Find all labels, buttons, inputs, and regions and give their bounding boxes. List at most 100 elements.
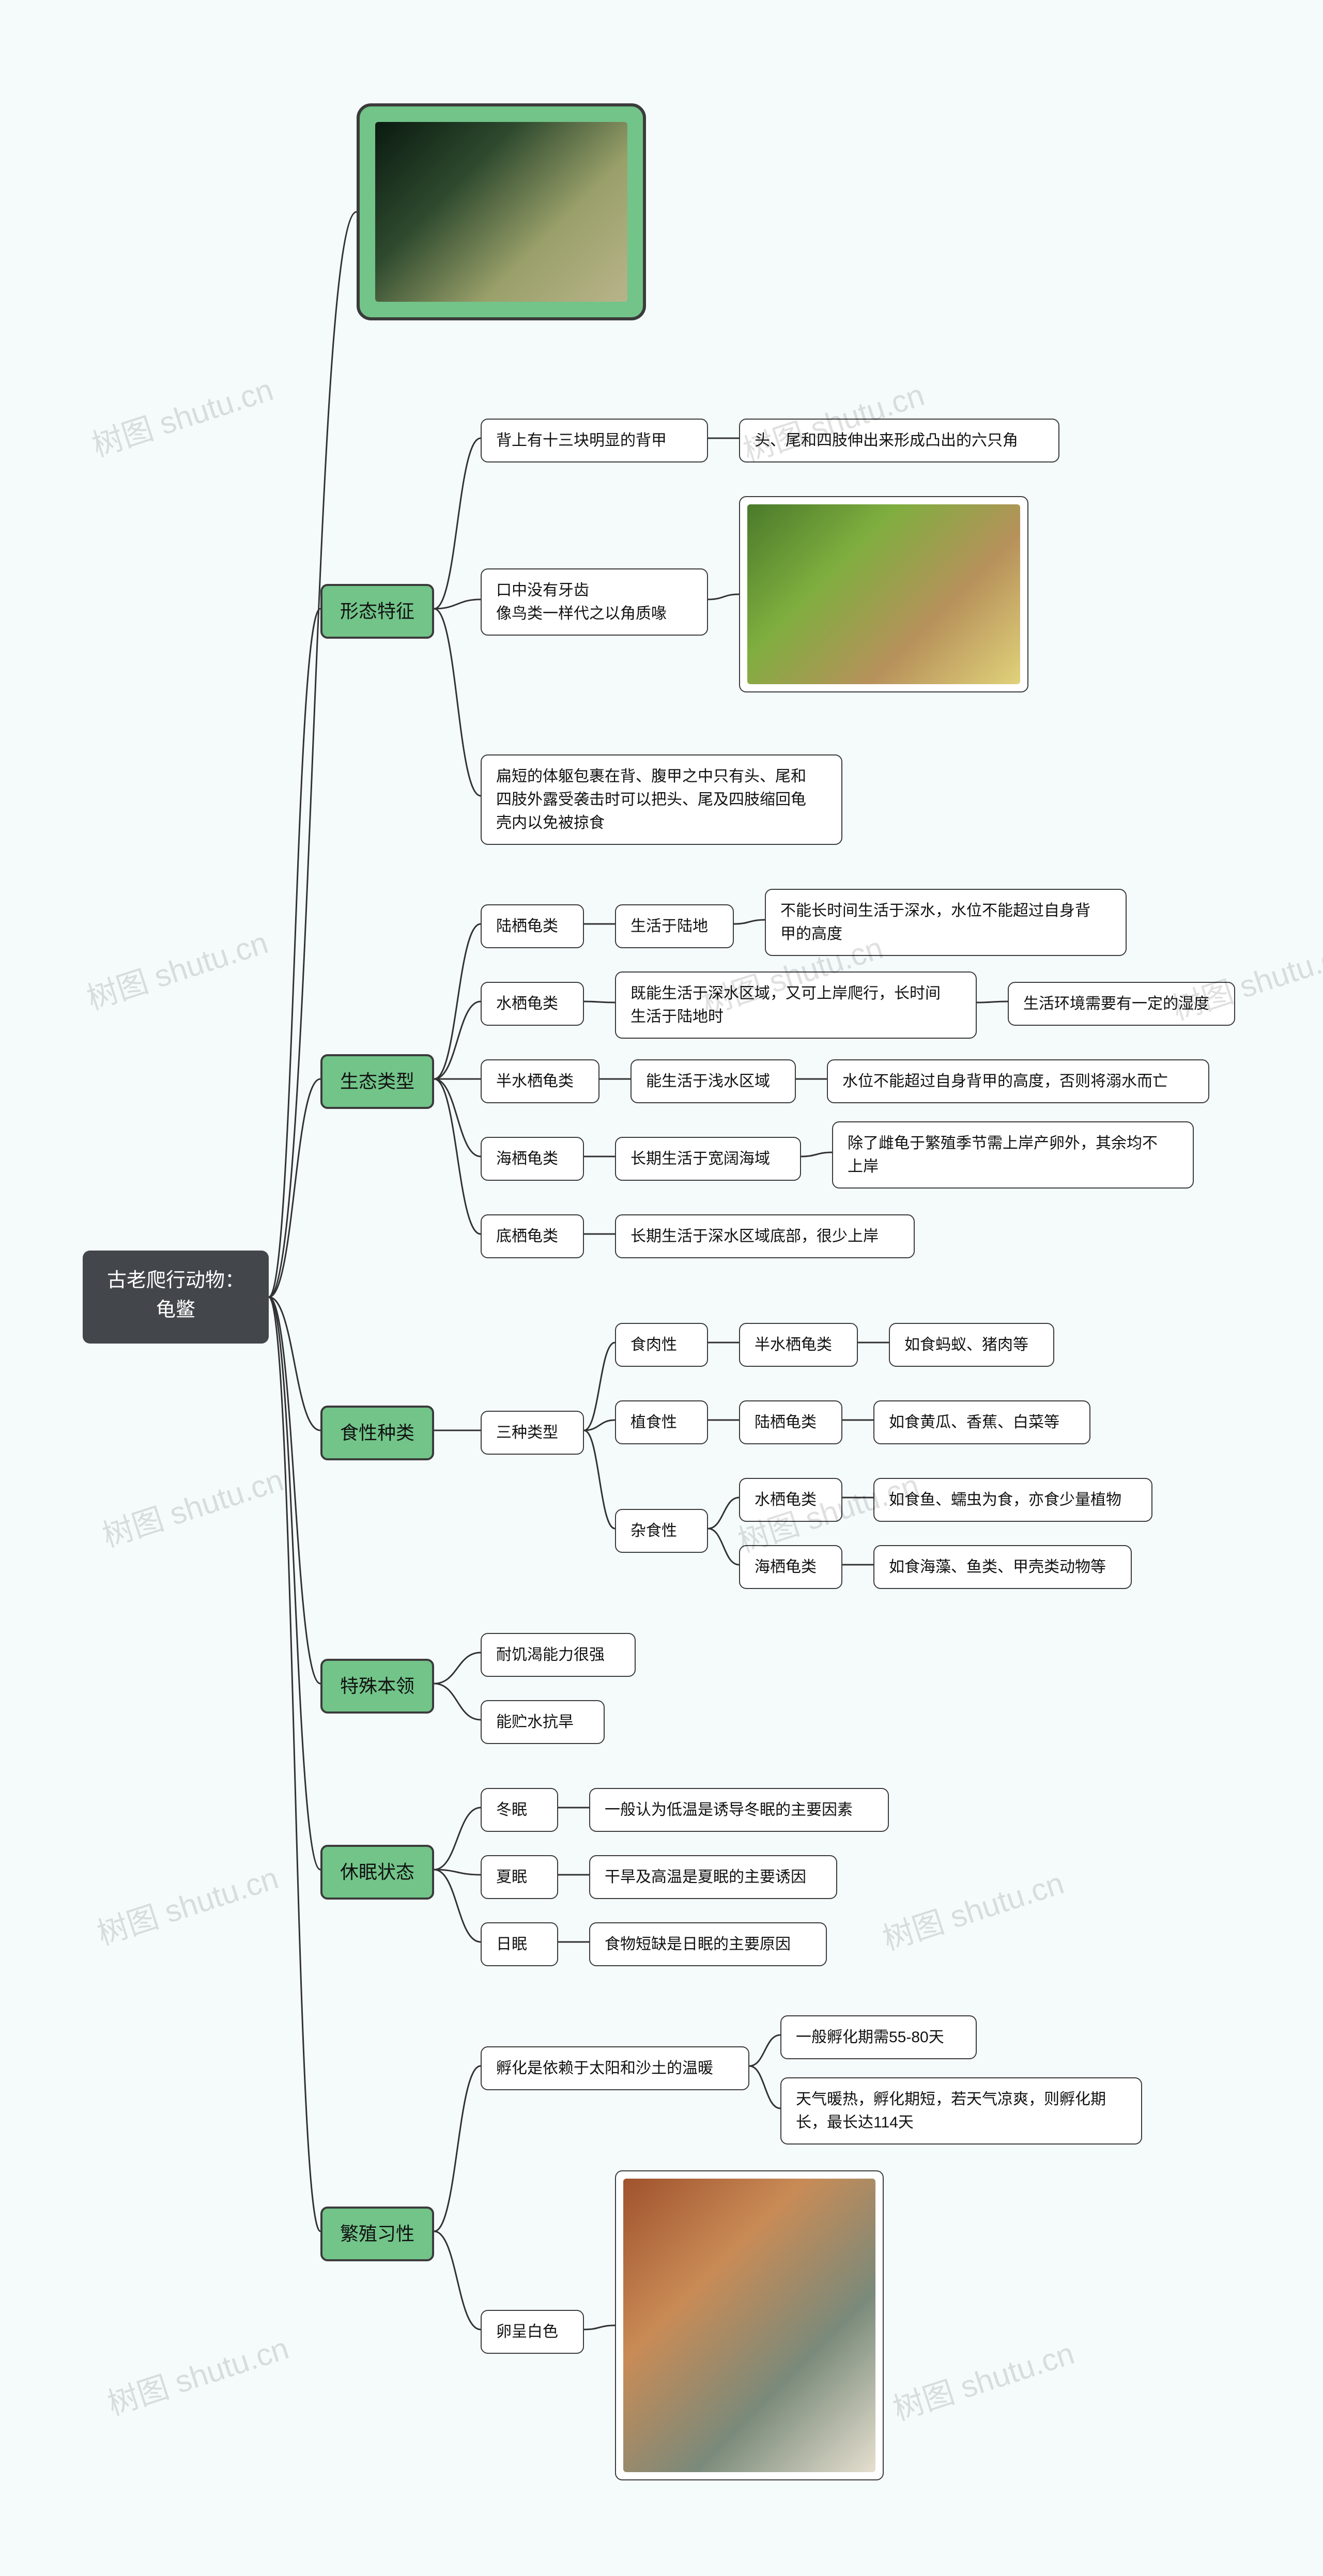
leaf-b1c1: 背上有十三块明显的背甲 [481, 419, 708, 462]
leaf-b3c1b1-label: 陆栖龟类 [755, 1414, 817, 1431]
leaf-b5c2: 夏眠 [481, 1855, 558, 1899]
leaf-b2c4a-label: 长期生活于宽阔海域 [630, 1150, 770, 1167]
leaf-b2c2a: 既能生活于深水区域，又可上岸爬行，长时间 生活于陆地时 [615, 971, 977, 1039]
leaf-b2c2b-label: 生活环境需要有一定的湿度 [1023, 995, 1209, 1012]
leaf-b1c1-label: 背上有十三块明显的背甲 [496, 432, 667, 449]
branch-b5-label: 休眠状态 [340, 1861, 414, 1883]
watermark: 树图 shutu.cn [90, 1853, 283, 1954]
leaf-b6c1b-label: 天气暖热，孵化期短，若天气凉爽，则孵化期 长，最长达114天 [796, 2091, 1106, 2131]
leaf-b2c4b-label: 除了雌龟于繁殖季节需上岸产卵外，其余均不 上岸 [848, 1135, 1158, 1175]
leaf-b3c1c2a-label: 如食海藻、鱼类、甲壳类动物等 [889, 1559, 1106, 1576]
branch-b3-label: 食性种类 [340, 1422, 414, 1443]
leaf-b2c2a-label: 既能生活于深水区域，又可上岸爬行，长时间 生活于陆地时 [630, 985, 941, 1025]
leaf-b3c1: 三种类型 [481, 1411, 584, 1455]
leaf-b4c2: 能贮水抗旱 [481, 1700, 605, 1744]
leaf-b1c3: 扁短的体躯包裹在背、腹甲之中只有头、尾和 四肢外露受袭击时可以把头、尾及四肢缩回… [481, 754, 842, 845]
branch-b5: 休眠状态 [320, 1845, 434, 1900]
leaf-b5c1-label: 冬眠 [496, 1801, 527, 1818]
leaf-b3c1a: 食肉性 [615, 1323, 708, 1367]
leaf-b2c1: 陆栖龟类 [481, 904, 584, 948]
leaf-b2c5: 底栖龟类 [481, 1214, 584, 1258]
leaf-b5c2-label: 夏眠 [496, 1869, 527, 1886]
leaf-b3c1c1: 水栖龟类 [739, 1478, 842, 1522]
branch-b3: 食性种类 [320, 1406, 434, 1460]
watermark: 树图 shutu.cn [80, 918, 273, 1019]
top-image-node-image [375, 122, 627, 302]
leaf-b4c1-label: 耐饥渴能力很强 [496, 1646, 605, 1663]
leaf-b2c3a-label: 能生活于浅水区域 [646, 1073, 770, 1090]
leaf-b2c1-label: 陆栖龟类 [496, 918, 558, 935]
leaf-b6c1a: 一般孵化期需55-80天 [780, 2015, 977, 2059]
watermark-text: 树图 shutu.cn [98, 1462, 287, 1553]
leaf-b5c3a: 食物短缺是日眠的主要原因 [589, 1922, 827, 1966]
leaf-b5c3a-label: 食物短缺是日眠的主要原因 [605, 1936, 791, 1953]
leaf-b2c1b: 不能长时间生活于深水，水位不能超过自身背 甲的高度 [765, 889, 1127, 956]
leaf-b2c2: 水栖龟类 [481, 982, 584, 1026]
leaf-b3c1a-label: 食肉性 [630, 1336, 677, 1353]
leaf-b2c3a: 能生活于浅水区域 [630, 1059, 796, 1103]
leaf-b3c1c1a: 如食鱼、蠕虫为食，亦食少量植物 [873, 1478, 1152, 1522]
leaf-b6c1b: 天气暖热，孵化期短，若天气凉爽，则孵化期 长，最长达114天 [780, 2077, 1142, 2145]
watermark: 树图 shutu.cn [876, 1858, 1069, 1959]
leaf-b2c4-label: 海栖龟类 [496, 1150, 558, 1167]
leaf-b2c5a: 长期生活于深水区域底部，很少上岸 [615, 1214, 915, 1258]
image-node-b6img-image [623, 2179, 875, 2472]
leaf-b3c1b: 植食性 [615, 1400, 708, 1444]
branch-b6: 繁殖习性 [320, 2207, 434, 2261]
leaf-b3c1c2a: 如食海藻、鱼类、甲壳类动物等 [873, 1545, 1132, 1589]
branch-b4-label: 特殊本领 [340, 1675, 414, 1696]
leaf-b4c2-label: 能贮水抗旱 [496, 1714, 574, 1731]
leaf-b1c2-label: 口中没有牙齿 像鸟类一样代之以角质喙 [496, 582, 667, 622]
leaf-b5c1: 冬眠 [481, 1788, 558, 1832]
leaf-b6c2: 卵呈白色 [481, 2310, 584, 2354]
leaf-b3c1b1: 陆栖龟类 [739, 1400, 842, 1444]
leaf-b1c1a: 头、尾和四肢伸出来形成凸出的六只角 [739, 419, 1059, 462]
leaf-b3c1a2-label: 如食蚂蚁、猪肉等 [904, 1336, 1028, 1353]
image-node-b6img [615, 2170, 884, 2480]
leaf-b6c1-label: 孵化是依赖于太阳和沙土的温暖 [496, 2060, 713, 2077]
branch-b1-label: 形态特征 [340, 600, 414, 622]
leaf-b3c1a1-label: 半水栖龟类 [755, 1336, 832, 1353]
leaf-b5c2a: 干旱及高温是夏眠的主要诱因 [589, 1855, 837, 1899]
leaf-b5c1a: 一般认为低温是诱导冬眠的主要因素 [589, 1788, 889, 1832]
leaf-b6c2-label: 卵呈白色 [496, 2323, 558, 2340]
leaf-b2c1a-label: 生活于陆地 [630, 918, 708, 935]
leaf-b3c1c1-label: 水栖龟类 [755, 1491, 817, 1508]
leaf-b1c1a-label: 头、尾和四肢伸出来形成凸出的六只角 [755, 432, 1018, 449]
leaf-b3c1a2: 如食蚂蚁、猪肉等 [889, 1323, 1054, 1367]
leaf-b4c1: 耐饥渴能力很强 [481, 1633, 636, 1677]
leaf-b3c1b-label: 植食性 [630, 1414, 677, 1431]
leaf-b3c1c2: 海栖龟类 [739, 1545, 842, 1589]
branch-b2: 生态类型 [320, 1054, 434, 1109]
watermark-text: 树图 shutu.cn [83, 925, 272, 1016]
leaf-b2c5-label: 底栖龟类 [496, 1228, 558, 1245]
watermark-text: 树图 shutu.cn [93, 1860, 282, 1951]
watermark: 树图 shutu.cn [96, 1455, 288, 1556]
leaf-b3c1b2-label: 如食黄瓜、香蕉、白菜等 [889, 1414, 1059, 1431]
watermark: 树图 shutu.cn [886, 2328, 1079, 2429]
leaf-b5c1a-label: 一般认为低温是诱导冬眠的主要因素 [605, 1801, 853, 1818]
leaf-b3c1c2-label: 海栖龟类 [755, 1559, 817, 1576]
leaf-b2c3b: 水位不能超过自身背甲的高度，否则将溺水而亡 [827, 1059, 1209, 1103]
branch-b1: 形态特征 [320, 584, 434, 639]
leaf-b3c1b2: 如食黄瓜、香蕉、白菜等 [873, 1400, 1090, 1444]
watermark-text: 树图 shutu.cn [879, 1865, 1068, 1956]
leaf-b5c3-label: 日眠 [496, 1936, 527, 1953]
watermark-text: 树图 shutu.cn [889, 2336, 1078, 2427]
root-node-label: 古老爬行动物： 龟鳖 [107, 1270, 244, 1321]
leaf-b2c5a-label: 长期生活于深水区域底部，很少上岸 [630, 1228, 879, 1245]
leaf-b1c3-label: 扁短的体躯包裹在背、腹甲之中只有头、尾和 四肢外露受袭击时可以把头、尾及四肢缩回… [496, 768, 806, 831]
leaf-b2c2b: 生活环境需要有一定的湿度 [1008, 982, 1235, 1026]
watermark-text: 树图 shutu.cn [88, 372, 277, 463]
leaf-b2c2-label: 水栖龟类 [496, 995, 558, 1012]
top-image-node [357, 103, 646, 320]
leaf-b2c1a: 生活于陆地 [615, 904, 734, 948]
watermark-text: 树图 shutu.cn [103, 2331, 293, 2421]
leaf-b3c1c: 杂食性 [615, 1509, 708, 1553]
leaf-b3c1-label: 三种类型 [496, 1424, 558, 1441]
leaf-b2c3b-label: 水位不能超过自身背甲的高度，否则将溺水而亡 [842, 1073, 1168, 1090]
root-node: 古老爬行动物： 龟鳖 [83, 1251, 269, 1344]
leaf-b5c3: 日眠 [481, 1922, 558, 1966]
leaf-b6c1a-label: 一般孵化期需55-80天 [796, 2029, 944, 2046]
leaf-b3c1c-label: 杂食性 [630, 1522, 677, 1539]
